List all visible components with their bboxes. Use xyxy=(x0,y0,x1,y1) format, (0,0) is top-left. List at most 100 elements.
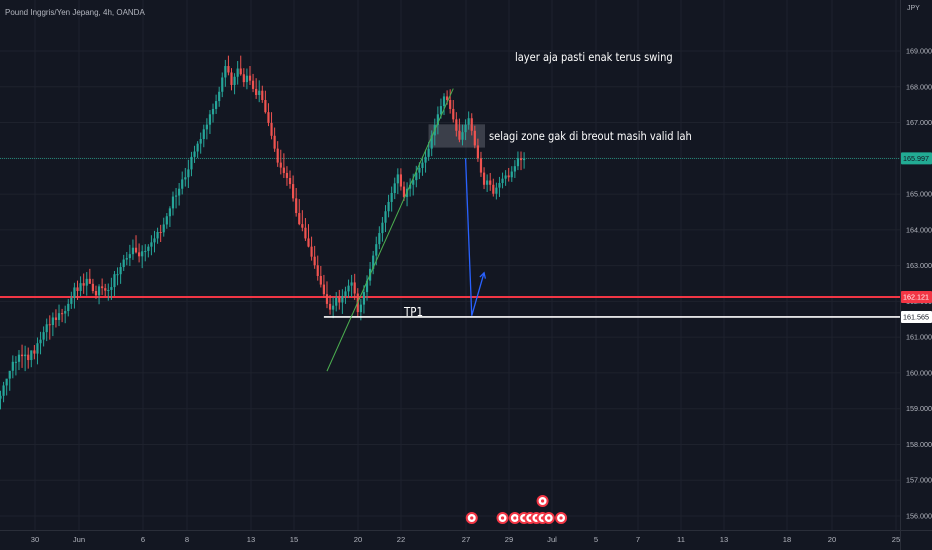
symbol-title: Pound Inggris/Yen Jepang, 4h, OANDA xyxy=(5,8,145,17)
x-axis-tick-label: 6 xyxy=(141,535,145,544)
x-axis-tick-label: 7 xyxy=(636,535,640,544)
candle-body xyxy=(73,287,76,298)
candle-body xyxy=(304,227,307,239)
candle-body xyxy=(85,278,88,286)
price-label-text: 162.121 xyxy=(903,293,929,302)
candle-body xyxy=(208,114,212,125)
candle-body xyxy=(79,283,82,292)
y-axis-tick-label: 164.000 xyxy=(906,225,932,234)
candle-body xyxy=(301,224,304,228)
candle-body xyxy=(141,251,144,257)
y-axis-tick-label: 165.000 xyxy=(906,190,932,199)
candle-body xyxy=(104,288,107,291)
candle-body xyxy=(224,66,227,78)
candle-body xyxy=(54,317,58,320)
candle-body xyxy=(359,304,362,313)
candle-body xyxy=(399,174,402,187)
candle-body xyxy=(476,145,479,159)
x-axis-tick-label: 11 xyxy=(677,535,685,544)
candle-body xyxy=(338,297,341,303)
candle-body xyxy=(24,354,27,357)
candle-body xyxy=(88,278,91,284)
y-axis-tick-label: 169.000 xyxy=(906,47,932,56)
candle-body xyxy=(439,106,443,115)
candle-body xyxy=(51,317,54,325)
candle-body xyxy=(76,287,79,292)
candle-body xyxy=(486,180,489,185)
currency-label: JPY xyxy=(907,5,920,12)
candle-body xyxy=(174,195,178,197)
candle-body xyxy=(39,339,42,344)
candle-body xyxy=(270,122,273,136)
candle-body xyxy=(36,343,39,354)
x-axis-tick-label: 20 xyxy=(354,535,362,544)
candle-body xyxy=(365,280,369,293)
candle-body xyxy=(519,158,523,161)
candle-body xyxy=(218,91,221,102)
candle-body xyxy=(325,294,329,304)
candle-body xyxy=(101,286,104,289)
price-label-box xyxy=(901,291,932,304)
candle-body xyxy=(233,76,236,85)
candle-body xyxy=(516,158,520,167)
candle-body xyxy=(199,138,202,144)
candle-body xyxy=(489,180,492,185)
annotation-swing[interactable]: layer aja pasti enak terus swing xyxy=(515,50,673,64)
candle-body xyxy=(332,305,335,310)
candle-body xyxy=(255,88,258,95)
x-axis-tick-label: 20 xyxy=(828,535,836,544)
candle-body xyxy=(11,361,14,371)
annotation-zone[interactable]: selagi zone gak di breout masih valid la… xyxy=(489,129,692,143)
candle-body xyxy=(113,274,116,288)
event-marker-icon xyxy=(496,512,509,524)
y-axis-tick-label: 158.000 xyxy=(906,440,932,449)
candle-body xyxy=(227,66,230,73)
x-axis-tick-label: 8 xyxy=(185,535,189,544)
candle-body xyxy=(17,354,21,362)
candle-body xyxy=(482,172,486,185)
candle-body xyxy=(245,75,248,83)
candle-body xyxy=(122,259,125,268)
x-axis-tick-label: Jul xyxy=(547,535,557,544)
candle-body xyxy=(30,350,33,361)
candle-body xyxy=(61,313,64,315)
candle-body xyxy=(458,130,461,140)
candle-body xyxy=(144,250,147,252)
candle-body xyxy=(131,247,135,255)
candle-body xyxy=(70,297,73,304)
candle-body xyxy=(193,151,196,157)
candle-body xyxy=(261,90,264,101)
candle-body xyxy=(510,171,513,178)
trendline xyxy=(326,88,454,372)
candle-body xyxy=(495,187,498,194)
candle-body xyxy=(415,172,418,181)
candle-body xyxy=(125,258,128,260)
y-axis-tick-label: 168.000 xyxy=(906,82,932,91)
x-axis-tick-label: 5 xyxy=(594,535,598,544)
candle-body xyxy=(523,158,526,161)
candle-body xyxy=(215,101,218,109)
candle-body xyxy=(347,285,350,292)
candle-body xyxy=(2,385,5,396)
candle-body xyxy=(205,124,208,130)
candle-body xyxy=(341,296,344,303)
event-marker-icon xyxy=(542,512,555,524)
candle-body xyxy=(328,303,332,310)
annotation-tp1[interactable]: TP1 xyxy=(404,305,424,319)
y-axis-tick-label: 159.000 xyxy=(906,404,932,413)
candle-body xyxy=(288,177,292,185)
candle-body xyxy=(57,313,61,320)
price-label-box xyxy=(901,310,932,323)
candle-body xyxy=(211,108,215,115)
candle-body xyxy=(316,265,319,276)
candle-body xyxy=(196,143,199,152)
candle-body xyxy=(181,179,184,189)
candle-body xyxy=(449,100,452,109)
candle-body xyxy=(353,282,356,294)
candle-body xyxy=(251,80,255,89)
candle-body xyxy=(264,100,267,113)
candle-body xyxy=(33,350,36,354)
candle-body xyxy=(452,108,455,120)
